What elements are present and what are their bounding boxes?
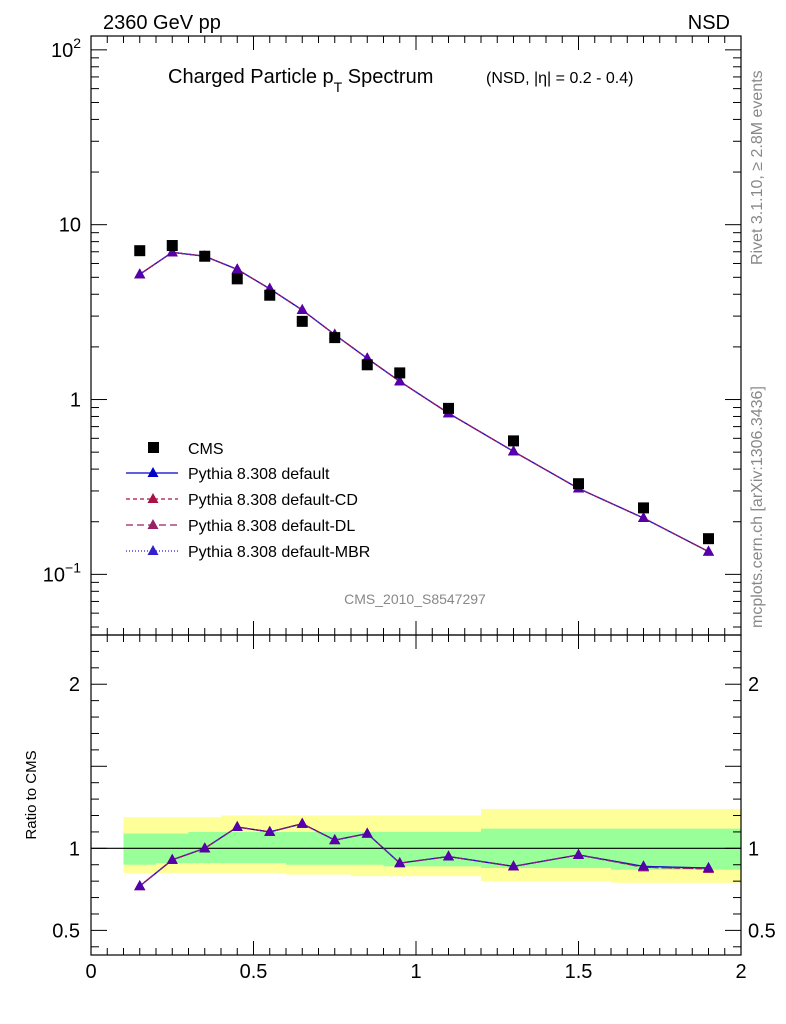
- ratio-band: [123, 808, 741, 883]
- ratio-tick-label-right: 0.5: [748, 920, 776, 942]
- ratio-marker: [231, 821, 243, 831]
- y-tick-base: 10: [51, 40, 73, 62]
- ratio-marker: [199, 842, 211, 853]
- cms-data-point: [443, 402, 454, 414]
- series-marker: [638, 512, 649, 523]
- series-lines: [139, 251, 709, 887]
- rivet-version-label: Rivet 3.1.10, ≥ 2.8M events: [749, 70, 766, 265]
- series-marker: [508, 445, 519, 456]
- ratio-marker: [638, 860, 649, 871]
- legend-label-1: Pythia 8.308 default-CD: [188, 492, 358, 509]
- series-marker: [703, 545, 714, 556]
- band-inner-bin: [221, 831, 254, 864]
- chart-title-subscript: T: [334, 79, 343, 95]
- ratio-marker: [573, 848, 584, 859]
- ratio-tick-label-right: 1: [748, 838, 759, 860]
- chart-title-rest: Spectrum: [342, 66, 433, 88]
- y-tick-base: 10: [59, 215, 81, 237]
- data-markers: [134, 240, 714, 891]
- ratio-tick-label-left: 1: [69, 838, 80, 860]
- ratio-marker: [443, 850, 454, 861]
- y-tick-label: 1: [70, 390, 81, 412]
- y-tick-label: 102: [51, 35, 81, 62]
- legend-marker-3: [147, 545, 159, 555]
- x-tick-label: 2: [735, 961, 746, 983]
- series-marker: [231, 263, 243, 274]
- series-marker: [296, 304, 308, 315]
- cms-data-point: [638, 502, 649, 514]
- ratio-tick-label-right: 2: [748, 674, 759, 696]
- cms-data-point: [329, 332, 341, 344]
- legend: CMS Pythia 8.308 default Pythia 8.308 defa…: [126, 441, 370, 561]
- x-tick-label: 0.5: [240, 961, 268, 983]
- ratio-tick-label-left: 0.5: [52, 920, 80, 942]
- legend-cms-marker: [148, 442, 159, 453]
- header-right: NSD: [688, 12, 730, 34]
- ratio-marker: [703, 862, 714, 873]
- legend-marker-0: [147, 467, 159, 477]
- cms-data-point: [394, 367, 406, 379]
- ratio-marker: [394, 857, 406, 868]
- cms-data-point: [703, 533, 714, 545]
- y-tick-exponent: −1: [65, 559, 81, 575]
- ratio-marker: [361, 827, 373, 838]
- cms-data-point: [573, 478, 584, 490]
- legend-marker-1: [147, 493, 159, 503]
- cms-data-point: [508, 435, 519, 447]
- ratio-y-axis-label: Ratio to CMS: [23, 750, 40, 839]
- series-marker: [134, 268, 146, 279]
- ratio-panel-frame: [90, 634, 742, 956]
- x-tick-label: 0: [85, 961, 96, 983]
- ratio-marker: [134, 880, 146, 891]
- cms-data-point: [231, 273, 243, 285]
- header-left: 2360 GeV pp: [103, 12, 221, 34]
- ratio-marker: [264, 825, 276, 836]
- legend-label-2: Pythia 8.308 default-DL: [188, 518, 355, 535]
- legend-marker-2: [147, 519, 159, 529]
- band-inner-bin: [123, 833, 156, 865]
- y-tick-label: 10−1: [43, 559, 81, 586]
- cms-data-point: [296, 315, 308, 327]
- x-tick-label: 1: [410, 961, 421, 983]
- cms-data-point: [199, 250, 211, 262]
- ratio-line-3: [139, 823, 709, 887]
- cms-data-point: [361, 359, 373, 371]
- y-tick-label: 10: [59, 215, 81, 237]
- legend-label-3: Pythia 8.308 default-MBR: [188, 544, 370, 561]
- analysis-tag: CMS_2010_S8547297: [344, 591, 486, 607]
- legend-cms-label: CMS: [188, 441, 224, 458]
- cms-data-point: [264, 289, 276, 301]
- series-marker: [166, 246, 178, 257]
- legend-label-0: Pythia 8.308 default: [188, 466, 330, 483]
- band-inner-bin: [416, 831, 481, 867]
- ratio-marker: [296, 817, 308, 828]
- band-inner-bin: [253, 831, 286, 864]
- mcplots-label: mcplots.cern.ch [arXiv:1306.3436]: [749, 386, 766, 628]
- chart-title-main: Charged Particle p: [168, 66, 334, 88]
- chart-title-note: (NSD, |η| = 0.2 - 0.4): [486, 70, 633, 87]
- axes: [90, 35, 742, 956]
- cms-data-point: [166, 240, 178, 252]
- x-tick-label: 1.5: [565, 961, 593, 983]
- y-tick-base: 1: [70, 390, 81, 412]
- cms-data-point: [134, 245, 146, 257]
- chart-title: Charged Particle pT Spectrum: [168, 66, 433, 95]
- ratio-marker: [166, 853, 178, 864]
- ratio-marker: [508, 860, 519, 871]
- ratio-marker: [329, 834, 341, 845]
- y-tick-exponent: 2: [73, 35, 81, 51]
- series-marker: [394, 375, 406, 386]
- y-tick-base: 10: [43, 564, 65, 586]
- ratio-tick-label-left: 2: [69, 674, 80, 696]
